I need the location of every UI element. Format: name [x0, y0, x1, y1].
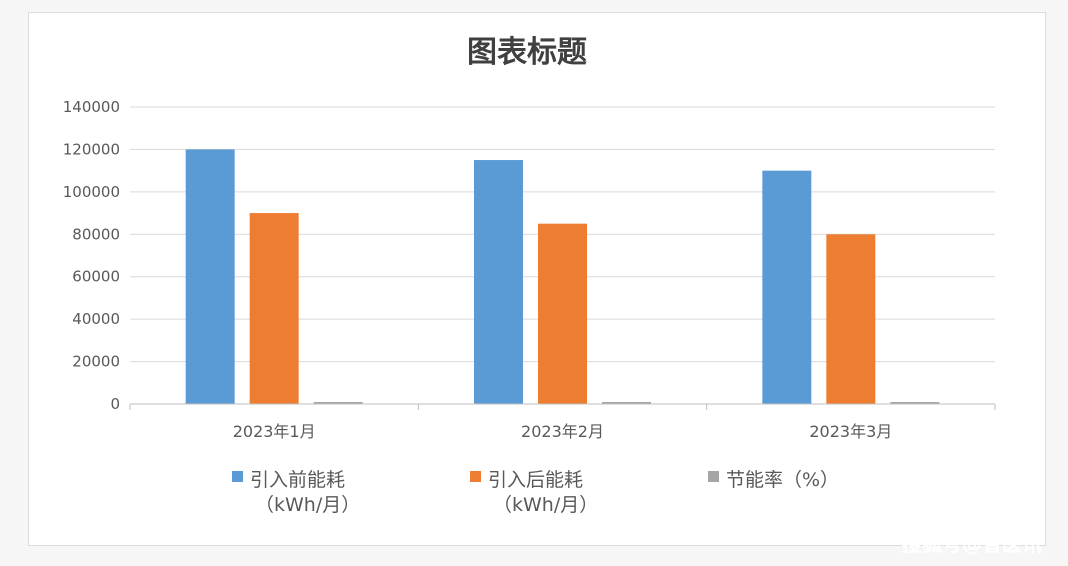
y-tick-label: 80000: [72, 225, 120, 243]
bar: [474, 160, 523, 404]
legend-swatch: [232, 471, 243, 482]
bar: [185, 149, 235, 404]
bar: [538, 223, 587, 404]
chart-title: 图表标题: [467, 35, 587, 70]
legend-label: 引入后能耗: [488, 469, 583, 491]
y-tick-label: 60000: [72, 268, 120, 286]
bars: [185, 149, 940, 404]
bar: [602, 402, 651, 404]
y-tick-label: 100000: [63, 183, 120, 201]
x-axis: 2023年1月 2023年2月 2023年3月: [129, 403, 996, 441]
legend-label-unit: （kWh/月）: [255, 494, 360, 516]
y-tick-label: 40000: [72, 310, 120, 328]
legend: 引入前能耗 （kWh/月） 引入后能耗 （kWh/月） 节能率（%）: [232, 469, 839, 516]
bar: [762, 170, 812, 404]
x-category-label: 2023年1月: [233, 422, 316, 441]
x-category-label: 2023年2月: [521, 422, 604, 441]
y-tick-label: 0: [110, 395, 120, 413]
bar: [249, 213, 299, 404]
x-category-label: 2023年3月: [809, 422, 892, 441]
y-tick-label: 140000: [63, 98, 120, 116]
legend-label-unit: （kWh/月）: [493, 494, 598, 516]
legend-swatch: [470, 471, 481, 482]
legend-swatch: [708, 471, 719, 482]
legend-label: 引入前能耗: [250, 469, 345, 491]
bar: [890, 402, 940, 404]
bar: [313, 402, 363, 404]
y-tick-label: 120000: [63, 140, 120, 158]
bar: [826, 234, 876, 404]
y-axis-ticks: 0 20000 40000 60000 80000 100000 120000 140000: [63, 98, 120, 413]
legend-label: 节能率（%）: [726, 469, 839, 491]
y-tick-label: 20000: [72, 353, 120, 371]
watermark: 搜狐号@智医讯: [902, 532, 1042, 556]
